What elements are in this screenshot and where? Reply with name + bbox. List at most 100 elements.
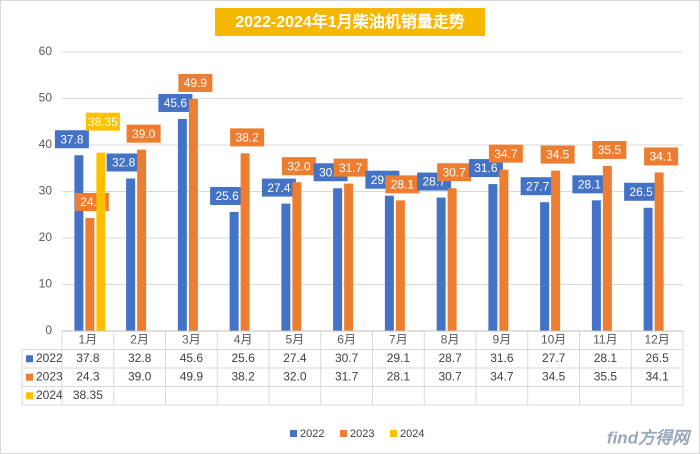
- data-label: 34.7: [494, 147, 518, 161]
- bar: [488, 184, 498, 331]
- x-tick-label: 3月: [182, 332, 201, 346]
- bar: [74, 155, 84, 331]
- bar: [240, 153, 250, 331]
- bar: [229, 211, 239, 331]
- bar: [499, 169, 509, 331]
- data-label-box: [644, 147, 679, 166]
- data-label-box: [437, 163, 472, 182]
- y-tick-label: 20: [39, 230, 53, 244]
- bar: [292, 182, 302, 331]
- data-label-box: [158, 93, 193, 112]
- x-tick-label: 9月: [493, 332, 512, 346]
- bar: [602, 165, 612, 331]
- chart-title: 2022-2024年1月柴油机销量走势: [235, 12, 464, 31]
- data-label: 26.5: [629, 185, 653, 199]
- legend-label: 2023: [350, 428, 374, 440]
- title-box: [215, 8, 485, 36]
- data-label: 45.6: [164, 96, 188, 110]
- table-cell: 45.6: [180, 351, 204, 365]
- table-legend-key: [26, 355, 33, 363]
- data-label: 32.8: [112, 156, 136, 170]
- table-cell: 27.4: [283, 351, 307, 365]
- x-tick-label: 12月: [644, 332, 669, 346]
- data-label: 28.1: [578, 178, 602, 192]
- data-label: 39.0: [132, 127, 156, 141]
- bar: [177, 118, 187, 332]
- bar: [281, 203, 291, 331]
- table-cell: 24.3: [76, 369, 100, 383]
- table-series-label: 2023: [36, 369, 63, 383]
- table-cell: 26.5: [645, 351, 669, 365]
- data-label-box: [592, 140, 627, 159]
- y-tick-label: 10: [39, 277, 53, 291]
- x-tick-label: 6月: [337, 332, 356, 346]
- x-tick-label: 7月: [389, 332, 408, 346]
- bar: [540, 202, 550, 331]
- data-label: 30.7: [442, 165, 466, 179]
- y-tick-label: 50: [39, 91, 53, 105]
- table-cell: 29.1: [387, 351, 411, 365]
- data-label: 28.1: [391, 178, 415, 192]
- table-cell: 34.1: [645, 369, 669, 383]
- bar: [395, 200, 405, 331]
- table-cell: 28.1: [387, 369, 411, 383]
- table-cell: 30.7: [438, 369, 462, 383]
- data-label-box: [230, 128, 265, 147]
- table-cell: 39.0: [128, 369, 152, 383]
- legend-label: 2022: [300, 428, 324, 440]
- legend-label: 2024: [400, 428, 424, 440]
- y-tick-label: 40: [39, 137, 53, 151]
- x-tick-label: 2月: [130, 332, 149, 346]
- y-tick-label: 30: [39, 184, 53, 198]
- x-tick-label: 5月: [286, 332, 305, 346]
- bar: [126, 178, 136, 331]
- table-cell: 28.1: [594, 351, 618, 365]
- data-label-box: [54, 130, 89, 149]
- bar: [188, 98, 198, 331]
- legend-key: [340, 430, 347, 437]
- x-tick-label: 4月: [234, 332, 253, 346]
- table-cell: 35.5: [594, 369, 618, 383]
- table-series-label: 2022: [36, 351, 63, 365]
- table-legend-key: [26, 392, 33, 400]
- data-label: 35.5: [598, 143, 622, 157]
- bar: [436, 197, 446, 331]
- bar: [447, 188, 457, 331]
- data-label-box: [261, 178, 296, 197]
- data-label-box: [488, 144, 523, 163]
- data-label: 34.5: [546, 148, 570, 162]
- data-label-box: [106, 153, 141, 172]
- table-cell: 28.7: [438, 351, 462, 365]
- data-label: 38.2: [235, 131, 259, 145]
- legend-key: [390, 430, 397, 437]
- data-label-box: [468, 159, 503, 178]
- bar: [591, 200, 601, 331]
- data-label: 49.9: [184, 76, 208, 90]
- table-cell: 38.2: [231, 369, 255, 383]
- bar: [137, 149, 147, 331]
- x-tick-label: 8月: [441, 332, 460, 346]
- bar: [643, 207, 653, 331]
- data-label: 31.7: [339, 161, 363, 175]
- x-tick-label: 1月: [79, 332, 98, 346]
- table-cell: 34.7: [490, 369, 514, 383]
- table-cell: 32.0: [283, 369, 307, 383]
- bar: [85, 218, 95, 331]
- data-label: 38.35: [88, 115, 118, 129]
- bar: [333, 188, 343, 331]
- table-legend-key: [26, 373, 33, 381]
- table-cell: 38.35: [73, 388, 103, 402]
- data-label-box: [385, 175, 420, 194]
- bar: [344, 183, 354, 331]
- data-label: 31.6: [474, 161, 498, 175]
- y-tick-label: 60: [39, 44, 53, 58]
- bar: [384, 195, 394, 331]
- table-series-label: 2024: [36, 388, 63, 402]
- table-cell: 30.7: [335, 351, 359, 365]
- table-cell: 25.6: [231, 351, 255, 365]
- data-label: 27.4: [267, 181, 291, 195]
- data-label-box: [520, 177, 555, 196]
- data-label-box: [572, 175, 607, 194]
- watermark: find方得网: [607, 428, 692, 447]
